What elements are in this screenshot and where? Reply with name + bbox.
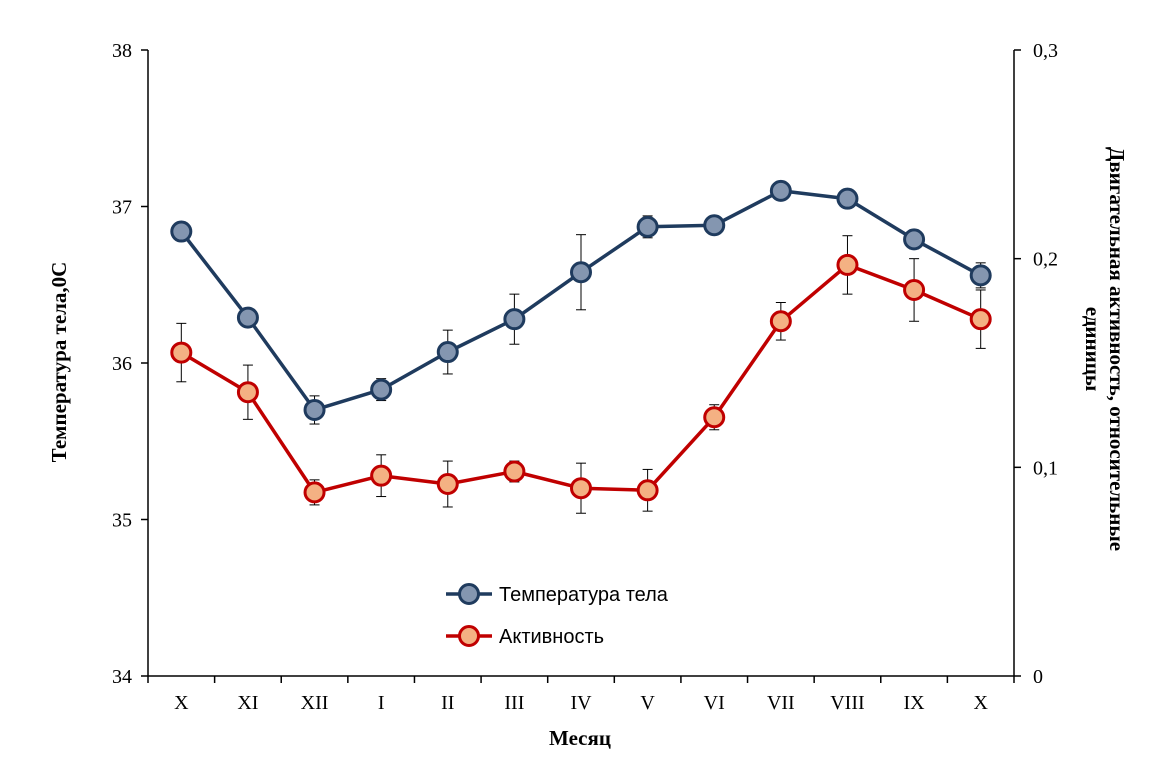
data-point-activity	[769, 310, 792, 333]
data-point-activity	[836, 253, 859, 276]
series-temperature	[170, 179, 992, 425]
y-right-tick-label: 0	[1033, 666, 1043, 688]
data-point-temperature	[703, 214, 726, 237]
legend-marker-activity	[458, 625, 480, 647]
x-tick-label: X	[174, 692, 189, 714]
data-point-temperature	[370, 378, 393, 401]
data-point-temperature	[636, 215, 659, 238]
y-left-tick-label: 36	[112, 353, 132, 375]
x-tick-label: VII	[767, 692, 795, 714]
x-tick-label: V	[640, 692, 655, 714]
data-point-activity	[303, 481, 326, 504]
y-right-tick-label: 0,1	[1033, 457, 1058, 479]
x-tick-label: IX	[904, 692, 926, 714]
data-point-activity	[236, 381, 259, 404]
data-point-activity	[170, 341, 193, 364]
legend-label-activity: Активность	[499, 626, 604, 648]
y-left-tick-label: 37	[112, 197, 132, 219]
data-point-temperature	[236, 306, 259, 329]
data-point-temperature	[836, 187, 859, 210]
x-tick-label: XI	[237, 692, 258, 714]
data-point-activity	[436, 473, 459, 496]
x-tick-label: VIII	[830, 692, 864, 714]
legend-item-activity: Активность	[446, 625, 604, 648]
y-axis-right-title-line1: Двигательная активность, относительные	[1105, 147, 1129, 551]
legend-item-temperature: Температура тела	[446, 583, 669, 606]
y-left-tick-label: 34	[112, 666, 132, 688]
data-point-activity	[370, 464, 393, 487]
data-point-temperature	[769, 179, 792, 202]
y-axis-right-title-line2: единицы	[1081, 307, 1105, 391]
x-tick-label: XII	[301, 692, 329, 714]
x-axis-title: Месяц	[549, 726, 611, 750]
series-activity	[170, 235, 992, 514]
data-point-temperature	[503, 308, 526, 331]
y-left-tick-label: 38	[112, 40, 132, 62]
data-point-temperature	[303, 398, 326, 421]
data-point-temperature	[436, 341, 459, 364]
data-point-activity	[636, 479, 659, 502]
x-tick-label: III	[504, 692, 524, 714]
legend-marker-temperature	[458, 583, 480, 605]
x-tick-label: X	[973, 692, 988, 714]
data-point-activity	[703, 406, 726, 429]
y-right-tick-label: 0,3	[1033, 40, 1058, 62]
x-tick-label: II	[441, 692, 454, 714]
x-tick-label: IV	[570, 692, 592, 714]
y-right-tick-label: 0,2	[1033, 249, 1058, 271]
data-point-activity	[503, 460, 526, 483]
y-axis-left-title: Температура тела,0С	[47, 262, 71, 463]
legend-label-temperature: Температура тела	[499, 584, 669, 606]
data-point-activity	[570, 477, 592, 500]
data-point-temperature	[969, 264, 992, 287]
data-point-temperature	[570, 261, 592, 284]
data-point-activity	[969, 308, 992, 331]
data-point-temperature	[170, 220, 193, 243]
x-tick-label: VI	[704, 692, 725, 714]
x-tick-label: I	[378, 692, 385, 714]
legend: Температура тела Активность	[446, 583, 669, 648]
data-point-temperature	[903, 228, 926, 251]
series-group	[170, 179, 992, 514]
y-left-tick-label: 35	[112, 510, 132, 532]
data-point-activity	[903, 278, 926, 301]
